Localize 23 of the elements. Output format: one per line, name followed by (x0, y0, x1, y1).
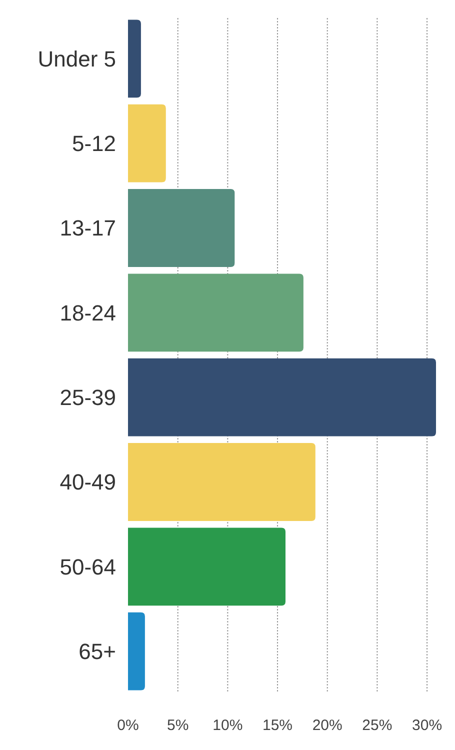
bar (128, 528, 286, 606)
x-tick-label: 5% (166, 717, 189, 734)
y-tick-label: 25-39 (60, 385, 116, 410)
bar (128, 189, 235, 267)
x-tick-label: 20% (312, 717, 342, 734)
y-tick-label: 40-49 (60, 470, 116, 495)
y-tick-label: 5-12 (72, 131, 116, 156)
x-tick-label: 15% (262, 717, 293, 734)
bar (128, 612, 145, 690)
bar (128, 274, 304, 352)
bar (128, 104, 166, 182)
x-tick-label: 0% (117, 717, 139, 734)
y-tick-label: 65+ (78, 639, 116, 664)
bar (128, 443, 316, 521)
x-tick-label: 10% (212, 717, 243, 734)
y-tick-label: 50-64 (60, 554, 116, 580)
bar (128, 20, 141, 98)
y-tick-label: Under 5 (38, 46, 116, 72)
x-tick-label: 30% (412, 717, 442, 734)
bar (128, 358, 436, 436)
x-tick-label: 25% (362, 717, 392, 734)
y-tick-label: 13-17 (60, 216, 116, 241)
y-tick-label: 18-24 (60, 300, 116, 326)
